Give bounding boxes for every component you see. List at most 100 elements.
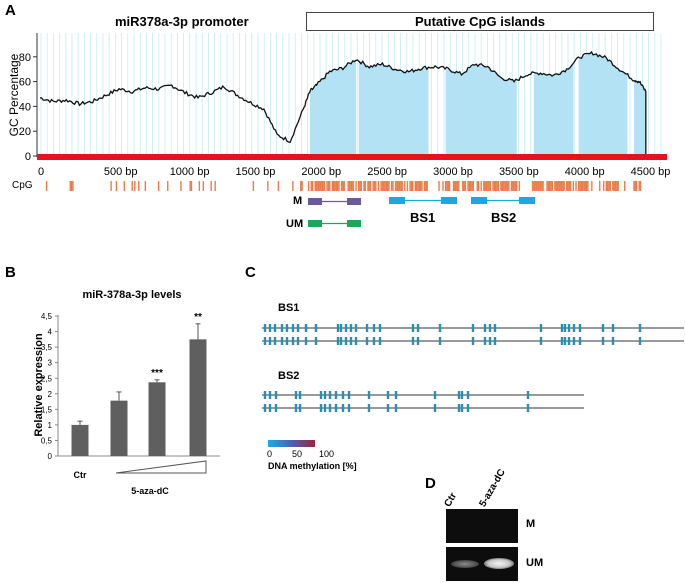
treatment-label: 5-aza-dC <box>131 486 169 496</box>
x-tick-label: 3000 bp <box>433 166 473 178</box>
cpg-site-bs1 <box>611 337 615 345</box>
cpg-site-bs1 <box>285 324 289 332</box>
cpg-site-bs1 <box>268 324 272 332</box>
cpg-site-bs1 <box>372 324 376 332</box>
x-tick-label: 4500 bp <box>631 166 671 178</box>
bar-y-ticks: 0 0,5 1 1,5 2 2,5 3 3,5 4 4,5 <box>41 312 58 461</box>
cpg-site-bs1 <box>601 324 605 332</box>
cpg-site-bs1 <box>349 337 353 345</box>
cpg-site-bs1 <box>483 324 487 332</box>
y-tick-label: 40 <box>19 101 31 113</box>
cpg-site-bs2 <box>274 391 278 399</box>
cpg-site-bs1 <box>560 324 564 332</box>
cpg-site-bs2 <box>294 404 298 412</box>
m-primer <box>308 198 361 205</box>
cpg-site-bs2 <box>457 404 461 412</box>
cpg-site-bs1 <box>539 337 543 345</box>
gel-row-um-label: UM <box>526 557 544 569</box>
x-tick-label: 500 bp <box>104 166 138 178</box>
legend-title: DNA methylation [%] <box>268 461 357 471</box>
bar-y-tick-label: 4 <box>48 328 53 337</box>
cpg-site-bs1 <box>438 324 442 332</box>
cpg-site-bs2 <box>433 404 437 412</box>
bs2-primer <box>471 197 535 204</box>
dose-wedge <box>115 460 207 474</box>
cpg-island-region <box>578 53 628 157</box>
x-axis-bar <box>37 154 667 160</box>
x-tick-label: 2500 bp <box>367 166 407 178</box>
cpg-site-bs1 <box>344 337 348 345</box>
cpg-site-bs2 <box>319 404 323 412</box>
lane-ctr-label: Ctr <box>442 490 460 509</box>
promoter-label: miR378a-3p promoter <box>115 14 249 29</box>
cpg-site-bs1 <box>304 337 308 345</box>
cpg-site-bs1 <box>578 324 582 332</box>
panel-c-label: C <box>245 264 256 281</box>
cpg-site-bs2 <box>347 391 351 399</box>
cpg-site-bs2 <box>268 391 272 399</box>
bar <box>110 400 128 456</box>
gel-m <box>446 509 518 543</box>
cpg-site-bs2 <box>341 391 345 399</box>
bar-y-tick-label: 3,5 <box>41 343 53 352</box>
legend-tick-0: 0 <box>267 449 273 459</box>
bar <box>148 382 166 456</box>
cpg-site-bs1 <box>572 324 576 332</box>
cpg-site-bs1 <box>314 337 318 345</box>
bar-chart-title: miR-378a-3p levels <box>82 289 181 301</box>
cpg-site-bs1 <box>563 337 567 345</box>
band-ctr <box>451 560 479 568</box>
cpg-site-bs1 <box>365 324 369 332</box>
cpg-site-bs1 <box>349 324 353 332</box>
cpg-site-bs2 <box>319 391 323 399</box>
x-tick-label: 1000 bp <box>170 166 210 178</box>
cpg-site-bs1 <box>411 324 415 332</box>
um-primer-label: UM <box>286 218 304 230</box>
cpg-site-bs1 <box>416 337 420 345</box>
cpg-site-bs1 <box>539 324 543 332</box>
methylation-map <box>262 324 684 412</box>
cpg-site-bs1 <box>488 324 492 332</box>
y-tick-label: 60 <box>19 77 31 89</box>
bar-y-tick-label: 1,5 <box>41 405 53 414</box>
cpg-site-bs1 <box>560 337 564 345</box>
cpg-island-region <box>445 64 517 156</box>
cpg-island-region <box>633 79 646 156</box>
gel-um <box>446 547 518 581</box>
cpg-site-bs1 <box>291 337 295 345</box>
cpg-site-bs2 <box>298 404 302 412</box>
cpg-site-bs1 <box>378 324 382 332</box>
bar-y-tick-label: 0,5 <box>41 436 53 445</box>
panel-a-label: A <box>5 2 16 19</box>
bar <box>71 424 89 456</box>
cpg-site-bs1 <box>354 324 358 332</box>
cpg-site-bs1 <box>304 324 308 332</box>
cpg-site-bs2 <box>466 391 470 399</box>
y-axis-label: GC Percentage <box>7 53 21 136</box>
cpg-site-bs1 <box>336 324 340 332</box>
cpg-site-bs1 <box>572 337 576 345</box>
x-tick-label: 4000 bp <box>565 166 605 178</box>
cpg-site-bs2 <box>323 391 327 399</box>
panel-d-label: D <box>425 475 436 492</box>
cpg-site-bs2 <box>526 404 530 412</box>
cpg-site-bs1 <box>285 337 289 345</box>
cpg-site-bs1 <box>339 324 343 332</box>
cpg-site-bs1 <box>280 337 284 345</box>
cpg-site-bs2 <box>394 391 398 399</box>
cpg-marks <box>45 181 642 191</box>
cpg-site-bs1 <box>601 337 605 345</box>
cpg-site-bs1 <box>263 324 267 332</box>
cpg-site-bs1 <box>296 337 300 345</box>
y-ticks: 0 20 40 60 80 <box>19 52 37 163</box>
ctr-label: Ctr <box>74 470 87 480</box>
cpg-site-bs1 <box>378 337 382 345</box>
cpg-site-bs1 <box>578 337 582 345</box>
cpg-islands <box>309 53 646 157</box>
cpg-site-bs2 <box>334 391 338 399</box>
cpg-islands-box: Putative CpG islands <box>306 12 654 31</box>
cpg-site-bs1 <box>296 324 300 332</box>
cpg-site-bs2 <box>367 404 371 412</box>
cpg-site-bs2 <box>526 391 530 399</box>
um-primer <box>308 220 361 227</box>
